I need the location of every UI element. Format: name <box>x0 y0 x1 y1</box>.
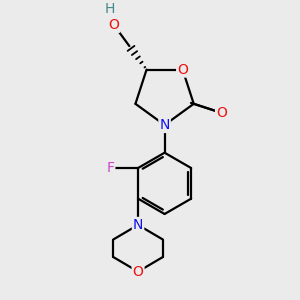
Text: O: O <box>177 63 188 76</box>
Text: H: H <box>104 2 115 16</box>
Text: F: F <box>106 161 114 175</box>
Text: N: N <box>133 218 143 232</box>
Text: O: O <box>216 106 227 120</box>
Text: N: N <box>159 118 170 132</box>
Text: O: O <box>108 18 119 32</box>
Text: O: O <box>133 265 143 279</box>
